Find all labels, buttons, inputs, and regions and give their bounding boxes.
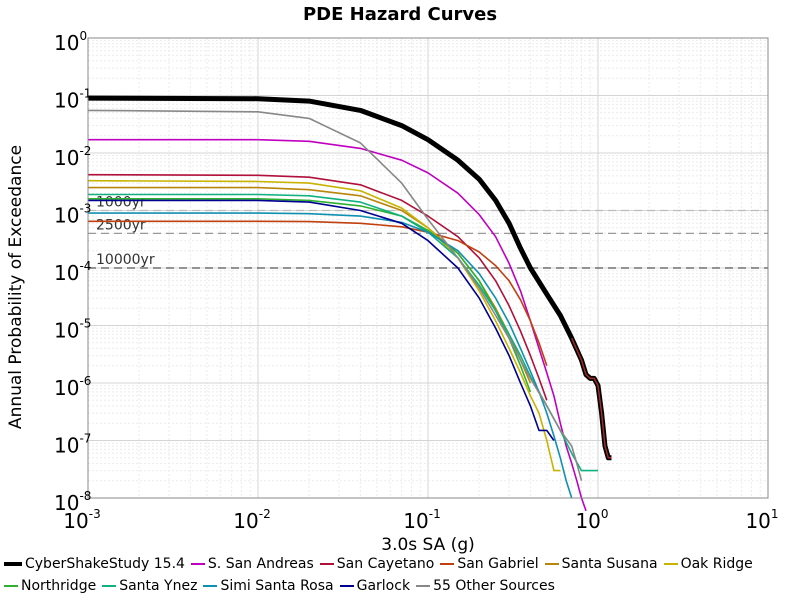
- reference-label-1000yr: 1000yr: [96, 195, 146, 211]
- legend-label: Santa Susana: [561, 556, 658, 572]
- legend-label: CyberShakeStudy 15.4: [25, 556, 185, 572]
- legend-swatch: [339, 585, 354, 587]
- legend-item-s-san-andreas: S. San Andreas: [190, 553, 314, 575]
- legend-swatch: [4, 562, 22, 566]
- legend-label: S. San Andreas: [207, 556, 314, 572]
- chart-title: PDE Hazard Curves: [303, 4, 497, 25]
- series-highlight-cybershakestudy-15-4: [571, 337, 612, 459]
- legend-label: 55 Other Sources: [433, 578, 555, 594]
- series-line-simi-santa-rosa: [88, 212, 573, 499]
- legend-label: Oak Ridge: [680, 556, 753, 572]
- legend-item-san-cayetano: San Cayetano: [319, 553, 435, 575]
- series-line-san-cayetano: [87, 173, 548, 401]
- legend-swatch: [663, 563, 678, 565]
- legend-swatch: [203, 585, 218, 587]
- x-tick-label: 100: [575, 507, 608, 533]
- y-tick-label: 10-7: [54, 432, 91, 458]
- series-line-santa-ynez: [88, 193, 598, 472]
- legend-swatch: [4, 585, 18, 587]
- series-line-san-gabriel: [88, 220, 548, 366]
- legend-item-simi-santa-rosa: Simi Santa Rosa: [203, 575, 334, 597]
- legend-swatch: [544, 563, 559, 565]
- y-tick-label: 10-3: [54, 202, 91, 228]
- y-tick-label: 10-6: [54, 374, 91, 400]
- y-axis-label: Annual Probability of Exceedance: [6, 145, 26, 429]
- x-tick-label: 101: [745, 507, 778, 533]
- legend-label: San Cayetano: [336, 556, 435, 572]
- series-line-55-other-sources: [87, 109, 583, 481]
- chart-legend: CyberShakeStudy 15.4 S. San Andreas San Ca…: [4, 553, 796, 597]
- series-line-oak-ridge: [87, 179, 561, 472]
- legend-item-santa-ynez: Santa Ynez: [102, 575, 197, 597]
- legend-swatch: [102, 585, 117, 587]
- reference-label-10000yr: 10000yr: [96, 252, 155, 268]
- legend-swatch: [440, 563, 455, 565]
- reference-label-2500yr: 2500yr: [96, 217, 146, 233]
- y-tick-label: 10-4: [54, 259, 91, 285]
- legend-item-garlock: Garlock: [339, 575, 411, 597]
- x-tick-label: 10-2: [233, 507, 270, 533]
- x-axis-label: 3.0s SA (g): [381, 535, 475, 555]
- legend-item-55-other-sources: 55 Other Sources: [416, 575, 555, 597]
- series-line-s-san-andreas: [88, 138, 587, 512]
- legend-label: Garlock: [356, 578, 411, 594]
- legend-item-santa-susana: Santa Susana: [544, 553, 658, 575]
- tick-labels: 10-3 10-2 10-1 100 101 100 10-1 10-2 10-3 10-4 10-…: [54, 29, 779, 533]
- y-tick-label: 10-2: [54, 144, 91, 170]
- legend-item-oak-ridge: Oak Ridge: [663, 553, 753, 575]
- y-tick-label: 100: [54, 29, 87, 55]
- x-tick-label: 10-3: [63, 507, 100, 533]
- y-tick-label: 10-8: [54, 489, 91, 515]
- legend-swatch: [416, 585, 431, 587]
- y-tick-label: 10-1: [54, 87, 91, 113]
- legend-label: Northridge: [21, 578, 97, 594]
- plot-frame: [87, 37, 769, 499]
- legend-label: Santa Ynez: [119, 578, 198, 594]
- legend-item-northridge: Northridge: [4, 575, 96, 597]
- plot-border: [87, 37, 769, 499]
- legend-item-san-gabriel: San Gabriel: [440, 553, 539, 575]
- legend-item-cybershakestudy-15-4: CyberShakeStudy 15.4: [4, 553, 185, 575]
- legend-label: Simi Santa Rosa: [220, 578, 334, 594]
- y-tick-label: 10-5: [54, 317, 91, 343]
- legend-label: San Gabriel: [457, 556, 539, 572]
- series-lines: [87, 95, 612, 512]
- series-line-garlock: [88, 199, 555, 441]
- legend-swatch: [319, 563, 334, 565]
- x-tick-label: 10-1: [403, 507, 440, 533]
- legend-swatch: [190, 563, 205, 565]
